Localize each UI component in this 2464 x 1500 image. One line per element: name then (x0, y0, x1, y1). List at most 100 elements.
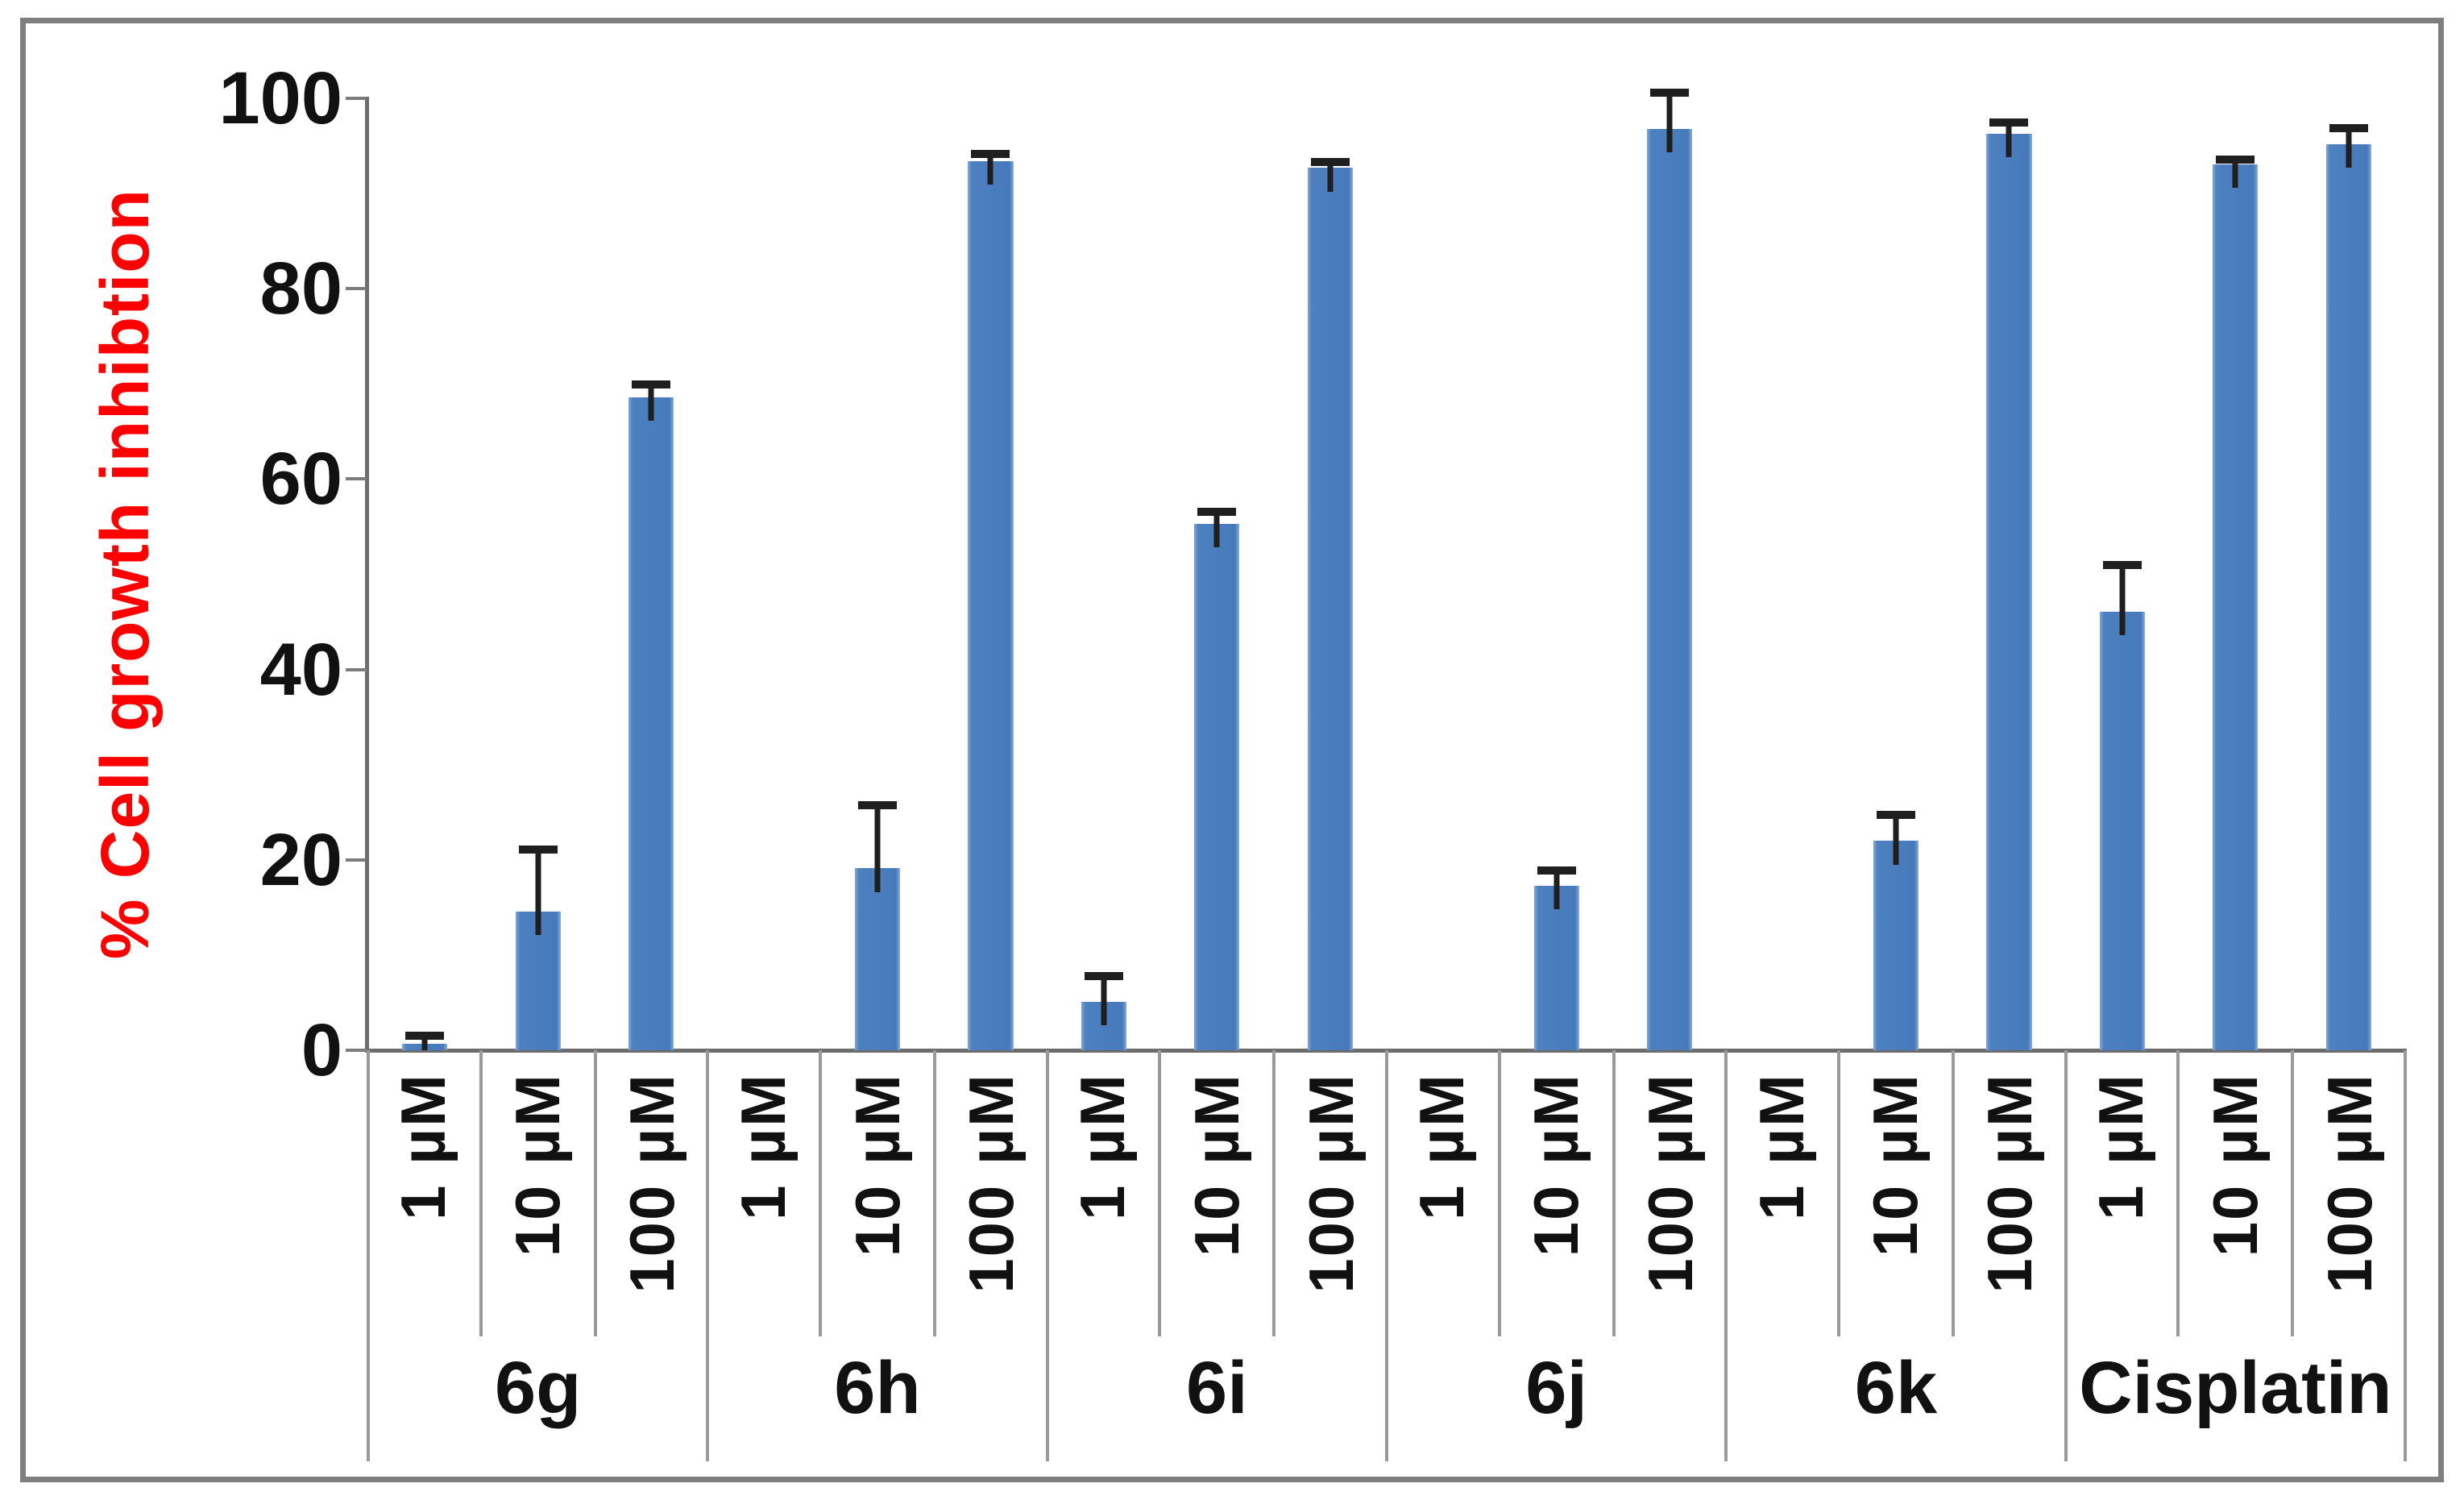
error-bar-line (535, 849, 541, 936)
concentration-cell: 1 µM (2066, 1050, 2180, 1336)
error-bar-cap (1537, 866, 1576, 875)
concentration-label: 10 µM (502, 1073, 574, 1257)
concentration-label: 10 µM (841, 1073, 913, 1257)
bar-cell (1500, 98, 1612, 1050)
y-tick-label: 60 (259, 438, 342, 521)
y-tick-mark (346, 858, 367, 862)
y-tick-mark (346, 97, 367, 100)
bar-group (707, 98, 1047, 1050)
concentration-cell: 100 µM (2294, 1050, 2405, 1336)
error-bar-cap (971, 149, 1010, 158)
y-tick-mark (346, 287, 367, 291)
concentration-cell: 10 µM (822, 1050, 936, 1336)
concentration-cell: 1 µM (707, 1050, 823, 1336)
error-bar-cap (1197, 507, 1237, 516)
bar (1533, 885, 1579, 1050)
concentration-label: 10 µM (1180, 1073, 1252, 1257)
concentration-group: 1 µM 10 µM 100 µM (1047, 1050, 1387, 1336)
error-bar-line (1553, 870, 1560, 910)
concentration-label: 1 µM (1067, 1073, 1139, 1220)
bar-group (1387, 88, 1726, 1050)
bar (1307, 168, 1353, 1050)
concentration-cell: 100 µM (936, 1050, 1047, 1336)
error-bar-line (648, 384, 654, 422)
y-tick-label: 20 (259, 818, 342, 901)
concentration-group: 1 µM 10 µM 100 µM (2066, 1050, 2405, 1336)
concentration-group: 1 µM 10 µM 100 µM (1387, 1050, 1726, 1336)
concentration-group: 1 µM 10 µM 100 µM (368, 1050, 707, 1336)
bar-cell (2179, 98, 2292, 1050)
error-bar-line (1327, 162, 1334, 192)
bar (2325, 143, 2371, 1050)
concentration-label: 100 µM (1974, 1073, 2046, 1294)
error-bar-line (1893, 815, 1899, 865)
concentration-cell: 100 µM (1955, 1050, 2066, 1336)
concentration-label: 100 µM (956, 1073, 1027, 1294)
group-separator (367, 1050, 370, 1461)
concentration-label: 1 µM (2085, 1073, 2157, 1220)
bar-cell (368, 98, 481, 1050)
group-separator (2064, 1050, 2068, 1461)
concentration-label: 1 µM (727, 1073, 799, 1220)
error-bar-line (2119, 564, 2126, 636)
group-label: 6i (1185, 1347, 1248, 1429)
bar-group (2066, 98, 2405, 1050)
bar (1194, 523, 1240, 1050)
concentration-cell: 10 µM (1161, 1050, 1276, 1336)
error-bar-cap (405, 1032, 445, 1041)
concentration-label: 1 µM (1406, 1073, 1478, 1220)
concentration-label-row: 1 µM 10 µM 100 µM 1 µM 10 µM 100 µM 1 µM 10 µM 1… (368, 1050, 2405, 1336)
error-bar-line (874, 805, 881, 892)
bar (1873, 841, 1919, 1050)
bar-cell (1387, 98, 1500, 1050)
group-separator (706, 1050, 710, 1461)
error-bar-cap (2102, 560, 2142, 569)
concentration-cell: 100 µM (1276, 1050, 1387, 1336)
group-label: 6j (1525, 1347, 1588, 1429)
bar (854, 868, 901, 1050)
concentration-label: 1 µM (388, 1073, 459, 1220)
y-tick-label: 100 (218, 57, 343, 139)
error-bar-cap (518, 845, 558, 854)
bar (1986, 133, 2032, 1050)
group-separator (2404, 1050, 2407, 1461)
bar-cell (1840, 98, 1952, 1050)
concentration-cell: 10 µM (2180, 1050, 2295, 1336)
error-bar-cap (1084, 971, 1123, 980)
concentration-label: 10 µM (2199, 1073, 2271, 1257)
concentration-cell: 100 µM (1616, 1050, 1727, 1336)
bar-cell (1613, 88, 1726, 1050)
group-label: Cisplatin (2079, 1347, 2392, 1429)
bar-group (1726, 98, 2065, 1050)
y-tick-mark (346, 667, 367, 671)
error-bar-cap (632, 380, 671, 389)
group-label: 6k (1854, 1347, 1938, 1429)
bar-cell (821, 98, 934, 1050)
group-separator (1045, 1050, 1049, 1461)
bar (968, 160, 1014, 1050)
error-bar-line (2232, 159, 2238, 189)
concentration-label: 100 µM (2313, 1073, 2385, 1294)
bar-group (368, 98, 707, 1050)
y-tick-label: 40 (259, 628, 342, 711)
y-axis-line (365, 97, 369, 1052)
error-bar-cap (2329, 123, 2368, 132)
bar-cell (1160, 98, 1273, 1050)
error-bar-line (2346, 127, 2352, 168)
concentration-cell: 100 µM (597, 1050, 708, 1336)
y-tick-label: 80 (259, 247, 342, 330)
concentration-cell: 1 µM (1387, 1050, 1501, 1336)
concentration-cell: 1 µM (368, 1050, 483, 1336)
error-bar-cap (1310, 158, 1350, 167)
concentration-cell: 10 µM (1840, 1050, 1955, 1336)
bar (628, 397, 674, 1050)
bar-cell (1274, 98, 1387, 1050)
error-bar-cap (1650, 88, 1690, 97)
error-bar-cap (1876, 811, 1915, 820)
group-separator (1385, 1050, 1388, 1461)
concentration-label: 100 µM (1634, 1073, 1706, 1294)
error-bar-cap (1989, 118, 2029, 127)
bar-cell (707, 98, 820, 1050)
bar (1646, 128, 1693, 1050)
concentration-cell: 10 µM (483, 1050, 597, 1336)
